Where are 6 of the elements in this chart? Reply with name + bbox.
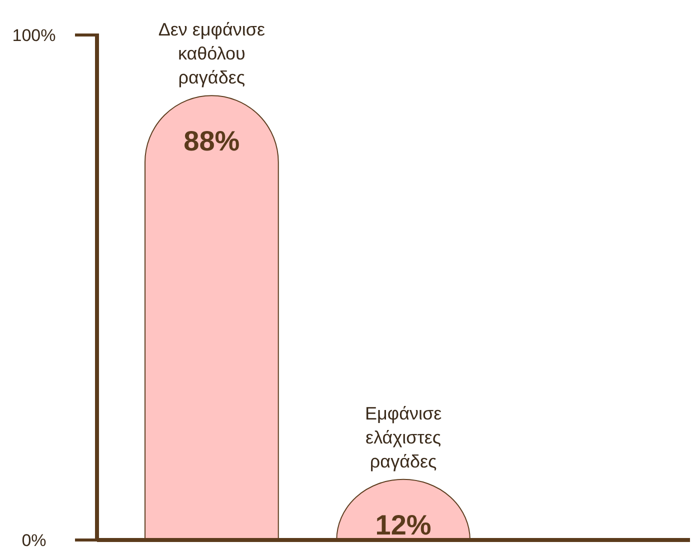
y-tick-label: 100% [12, 26, 56, 45]
x-tick-label: Δεν εμφάνισε καθόλου ραγάδες [158, 20, 266, 88]
data-label: 88% [184, 126, 240, 157]
data-label: 12% [375, 509, 432, 540]
x-tick-label: Εμφάνισε ελάχιστες ραγάδες [365, 403, 442, 472]
y-tick-label: 0% [22, 531, 46, 550]
